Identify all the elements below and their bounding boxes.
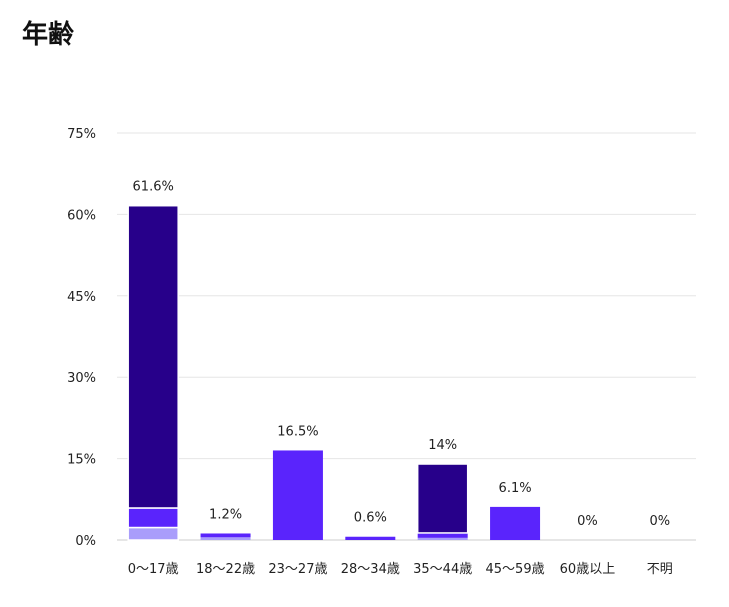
y-tick-label: 30% (67, 371, 96, 386)
x-axis: 0〜17歳 18〜22歳 23〜27歳 28〜34歳 35〜44歳 45〜59歳 60歳以上… (128, 562, 673, 577)
bar-segment[interactable] (345, 536, 396, 540)
bar-segment[interactable] (200, 537, 251, 540)
y-tick-label: 75% (67, 127, 96, 142)
bar-segment[interactable] (416, 463, 469, 534)
data-label: 0.6% (354, 511, 387, 526)
bar-segment[interactable] (127, 204, 179, 509)
x-category-label: 不明 (647, 562, 673, 577)
x-category-label: 23〜27歳 (268, 562, 327, 577)
bar-segment[interactable] (127, 526, 179, 541)
bars (127, 204, 541, 541)
y-tick-label: 45% (67, 290, 96, 305)
x-category-label: 28〜34歳 (341, 562, 400, 577)
bar-segment[interactable] (417, 532, 468, 538)
bar-segment[interactable] (200, 533, 251, 538)
y-tick-label: 15% (67, 453, 96, 468)
data-label: 14% (428, 438, 457, 453)
y-axis: 0% 15% 30% 45% 60% 75% (67, 127, 96, 549)
data-label: 6.1% (499, 481, 532, 496)
y-tick-label: 60% (67, 208, 96, 223)
x-category-label: 0〜17歳 (128, 562, 179, 577)
data-labels: 61.6% 1.2% 16.5% 0.6% 14% 6.1% 0% 0% (133, 180, 671, 529)
data-label: 1.2% (209, 507, 242, 522)
bar-segment[interactable] (490, 506, 541, 540)
bar-segment[interactable] (272, 450, 323, 540)
data-label: 0% (650, 514, 671, 529)
x-category-label: 60歳以上 (560, 562, 616, 577)
x-category-label: 45〜59歳 (486, 562, 545, 577)
bar-segment[interactable] (127, 507, 179, 529)
page-title: 年齢 (22, 20, 75, 50)
x-category-label: 18〜22歳 (196, 562, 255, 577)
data-label: 16.5% (277, 424, 318, 439)
bar-segment[interactable] (417, 537, 468, 540)
data-label: 61.6% (133, 180, 174, 195)
y-tick-label: 0% (75, 534, 96, 549)
data-label: 0% (577, 514, 598, 529)
grid-lines (117, 132, 696, 541)
x-category-label: 35〜44歳 (413, 562, 472, 577)
